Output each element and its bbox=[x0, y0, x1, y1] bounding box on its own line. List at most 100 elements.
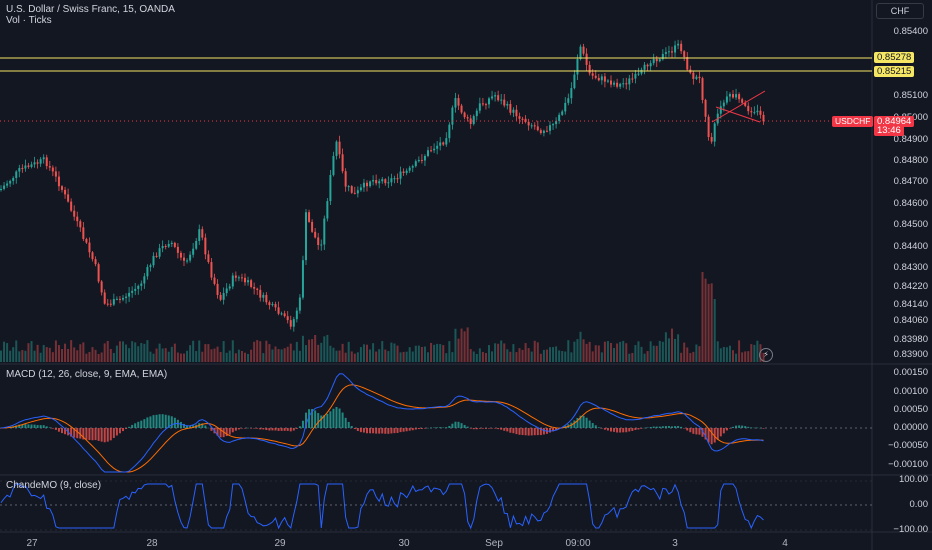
volume-bar bbox=[408, 347, 411, 362]
volume-bar bbox=[454, 328, 457, 362]
volume-bar bbox=[30, 341, 33, 362]
candle-body bbox=[558, 114, 561, 121]
volume-bar bbox=[353, 353, 356, 362]
macd-histogram-bar bbox=[250, 428, 253, 429]
macd-histogram-bar bbox=[70, 428, 73, 437]
candle-body bbox=[3, 185, 6, 189]
currency-button[interactable]: CHF bbox=[876, 3, 924, 19]
candle-body bbox=[347, 186, 350, 188]
macd-histogram-bar bbox=[719, 428, 722, 437]
candle-body bbox=[643, 64, 646, 70]
volume-legend: Vol · Ticks bbox=[6, 15, 52, 26]
volume-bar bbox=[542, 349, 545, 362]
volume-bar bbox=[219, 352, 222, 362]
macd-histogram-bar bbox=[366, 428, 368, 434]
volume-bar bbox=[674, 338, 677, 362]
volume-bar bbox=[231, 340, 234, 362]
macd-histogram-bar bbox=[192, 425, 195, 428]
candle-body bbox=[338, 141, 341, 155]
macd-histogram-bar bbox=[530, 428, 533, 436]
lightning-icon[interactable]: ⚡ bbox=[759, 348, 773, 362]
macd-histogram-bar bbox=[314, 410, 317, 428]
candle-body bbox=[628, 78, 631, 85]
volume-bar bbox=[433, 344, 436, 362]
volume-bar bbox=[97, 353, 100, 362]
macd-histogram-bar bbox=[631, 428, 634, 431]
volume-bar bbox=[36, 344, 39, 362]
macd-histogram-bar bbox=[722, 428, 725, 434]
volume-bar bbox=[600, 352, 603, 362]
volume-bar bbox=[298, 350, 301, 362]
volume-bar bbox=[186, 350, 189, 362]
volume-bar bbox=[57, 345, 60, 362]
macd-histogram-bar bbox=[683, 428, 686, 429]
candle-body bbox=[738, 94, 741, 100]
volume-bar bbox=[683, 342, 686, 362]
candle-body bbox=[585, 53, 588, 65]
candle-body bbox=[759, 110, 762, 115]
volume-bar bbox=[393, 343, 396, 362]
macd-histogram-bar bbox=[39, 425, 42, 428]
time-axis-label: Sep bbox=[485, 538, 503, 549]
candle-body bbox=[677, 43, 680, 46]
candle-body bbox=[250, 280, 253, 287]
candle-body bbox=[735, 94, 738, 98]
volume-bar bbox=[237, 349, 240, 362]
candle-body bbox=[451, 107, 454, 125]
candle-body bbox=[189, 254, 192, 261]
volume-bar bbox=[305, 345, 307, 362]
volume-bar bbox=[289, 343, 292, 362]
volume-bar bbox=[564, 351, 567, 362]
macd-histogram-bar bbox=[454, 421, 457, 428]
price-axis-label: 0.84700 bbox=[893, 176, 928, 187]
candle-body bbox=[366, 182, 368, 187]
macd-axis-label: −0.00100 bbox=[888, 459, 928, 470]
volume-bar bbox=[323, 336, 326, 362]
macd-histogram-bar bbox=[61, 428, 63, 434]
volume-bar bbox=[634, 345, 637, 362]
macd-histogram-bar bbox=[533, 428, 536, 436]
volume-bar bbox=[680, 352, 683, 362]
macd-histogram-bar bbox=[643, 427, 646, 429]
candle-body bbox=[33, 162, 36, 165]
volume-bar bbox=[234, 353, 237, 362]
candle-body bbox=[756, 110, 759, 113]
candle-body bbox=[497, 95, 500, 101]
candle-body bbox=[0, 188, 2, 190]
volume-bar bbox=[414, 345, 417, 362]
candle-body bbox=[460, 105, 463, 113]
macd-histogram-bar bbox=[24, 424, 27, 428]
volume-bar bbox=[390, 342, 393, 362]
macd-histogram-bar bbox=[725, 428, 728, 431]
candle-body bbox=[594, 75, 597, 78]
macd-histogram-bar bbox=[216, 428, 219, 436]
candle-body bbox=[115, 298, 118, 300]
volume-bar bbox=[204, 344, 207, 362]
candle-body bbox=[552, 124, 555, 126]
volume-bar bbox=[503, 343, 506, 362]
candle-body bbox=[179, 252, 182, 258]
volume-bar bbox=[631, 352, 634, 362]
volume-bar bbox=[320, 342, 323, 362]
candle-body bbox=[692, 72, 695, 79]
macd-histogram-bar bbox=[701, 428, 704, 437]
macd-histogram-bar bbox=[140, 420, 143, 428]
volume-bar bbox=[301, 335, 304, 362]
macd-histogram-bar bbox=[42, 425, 45, 428]
volume-bar bbox=[15, 340, 18, 362]
macd-histogram-bar bbox=[744, 426, 747, 428]
candle-body bbox=[506, 103, 509, 106]
volume-bar bbox=[176, 352, 179, 362]
volume-bar bbox=[396, 345, 399, 362]
candle-body bbox=[39, 159, 42, 164]
candle-body bbox=[454, 98, 457, 108]
candle-body bbox=[713, 123, 716, 142]
volume-bar bbox=[201, 351, 204, 362]
candle-body bbox=[503, 99, 506, 106]
candle-body bbox=[372, 180, 375, 182]
volume-bar bbox=[646, 351, 649, 362]
candle-body bbox=[500, 99, 503, 101]
cmo-line bbox=[0, 483, 764, 530]
volume-bar bbox=[311, 339, 314, 362]
